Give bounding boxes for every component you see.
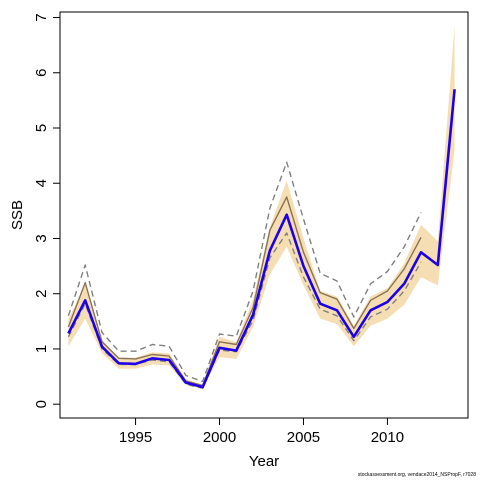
x-axis: 1995 2000 2005 2010 (119, 418, 404, 446)
y-tick-label-7: 7 (33, 13, 50, 21)
y-axis: 0 1 2 3 4 5 6 7 (33, 13, 60, 408)
series-line-2 (67, 161, 422, 383)
x-tick-label-2010: 2010 (371, 429, 404, 446)
plot-frame (59, 11, 469, 419)
x-axis-title: Year (249, 453, 279, 470)
y-tick-label-4: 4 (33, 179, 50, 187)
y-tick-label-3: 3 (33, 234, 50, 242)
y-tick-label-2: 2 (33, 290, 50, 298)
y-tick-label-1: 1 (33, 345, 50, 353)
series-layer (67, 89, 456, 389)
y-tick-label-6: 6 (33, 69, 50, 77)
y-tick-label-5: 5 (33, 124, 50, 132)
confidence-band (68, 25, 455, 389)
footnote: stockassessment.org, vendace2014_NSPropF… (357, 472, 476, 478)
series-line-1 (67, 196, 422, 387)
x-tick-label-1995: 1995 (119, 429, 152, 446)
y-axis-title: SSB (9, 200, 26, 230)
confidence-band-layer (68, 25, 455, 389)
series-line-3 (67, 232, 422, 389)
x-tick-label-2005: 2005 (287, 429, 320, 446)
series-line-0 (67, 89, 456, 389)
x-tick-label-2000: 2000 (203, 429, 236, 446)
y-tick-label-0: 0 (33, 400, 50, 408)
